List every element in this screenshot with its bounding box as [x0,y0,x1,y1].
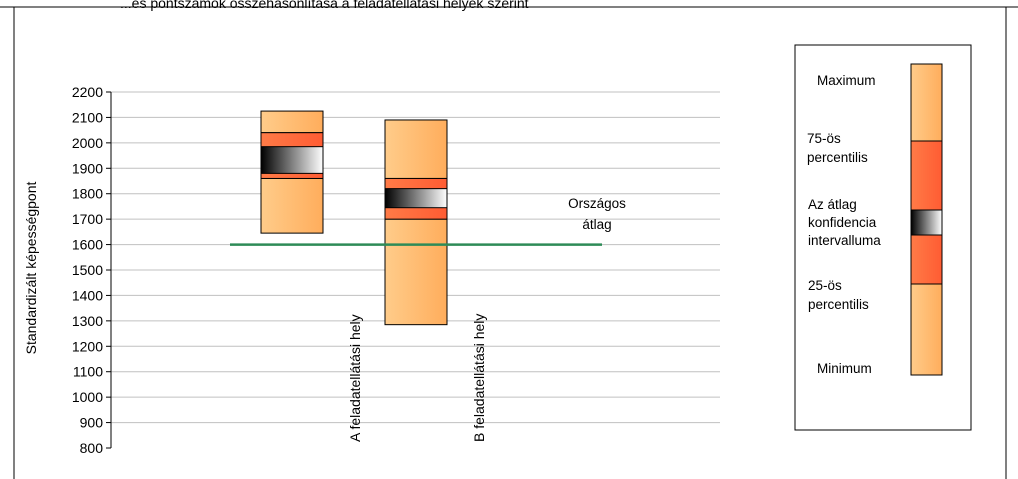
legend-swatch-ci [910,209,943,236]
reference-label-line2: átlag [582,217,611,232]
box-a [260,110,324,234]
boxes [260,110,448,326]
legend-swatch-min [910,283,943,376]
legend-ci-line3: intervalluma [808,233,881,248]
box-b [384,119,448,326]
box-confidence-interval [384,188,448,209]
y-tick-label-1600: 1600 [72,237,103,253]
box-lower-whisker-segment [384,218,448,326]
legend-min: Minimum [817,361,872,376]
box-upper-whisker-segment [260,110,324,134]
reference-label-line1: Országos [568,196,626,211]
legend-swatch-max [910,63,943,142]
legend-p75-line1: 75-ös [807,131,841,146]
y-tick-label-2000: 2000 [72,135,103,151]
legend-p25-line1: 25-ös [808,278,842,293]
box-confidence-interval [260,146,324,174]
legend-p25-line2: percentilis [808,297,869,312]
header-text: ...és pontszámok összehasonlítása a fela… [120,0,529,11]
y-tick-label-1500: 1500 [72,262,103,278]
y-tick-label-1300: 1300 [72,313,103,329]
y-tick-label-1400: 1400 [72,287,103,303]
legend-ci-line2: konfidencia [808,215,877,230]
y-tick-label-2100: 2100 [72,109,103,125]
y-tick-label-800: 800 [80,440,104,456]
y-tick-label-1700: 1700 [72,211,103,227]
legend-p75-line2: percentilis [807,150,868,165]
category-label-a: A feladatellátási hely [347,314,363,442]
y-tick-label-1800: 1800 [72,186,103,202]
y-tick-label-1200: 1200 [72,338,103,354]
y-axis-title: Standardizált képességpont [23,182,39,355]
legend: Maximum 75-ös percentilis Az átlag konfi… [794,44,972,431]
box-upper-whisker-segment [384,119,448,179]
legend-max: Maximum [817,73,876,88]
y-tick-label-1000: 1000 [72,389,103,405]
y-tick-label-2200: 2200 [72,84,103,100]
legend-ci-line1: Az átlag [808,197,857,212]
legend-swatch [910,63,943,376]
box-lower-whisker-segment [260,177,324,234]
y-tick-label-900: 900 [80,415,104,431]
y-tick-label-1900: 1900 [72,160,103,176]
category-label-b: B feladatellátási hely [471,314,487,442]
y-axis: 800 900 1000 1100 1200 1300 1400 1500 1600 1700 18… [72,84,112,456]
y-tick-label-1100: 1100 [73,364,103,380]
